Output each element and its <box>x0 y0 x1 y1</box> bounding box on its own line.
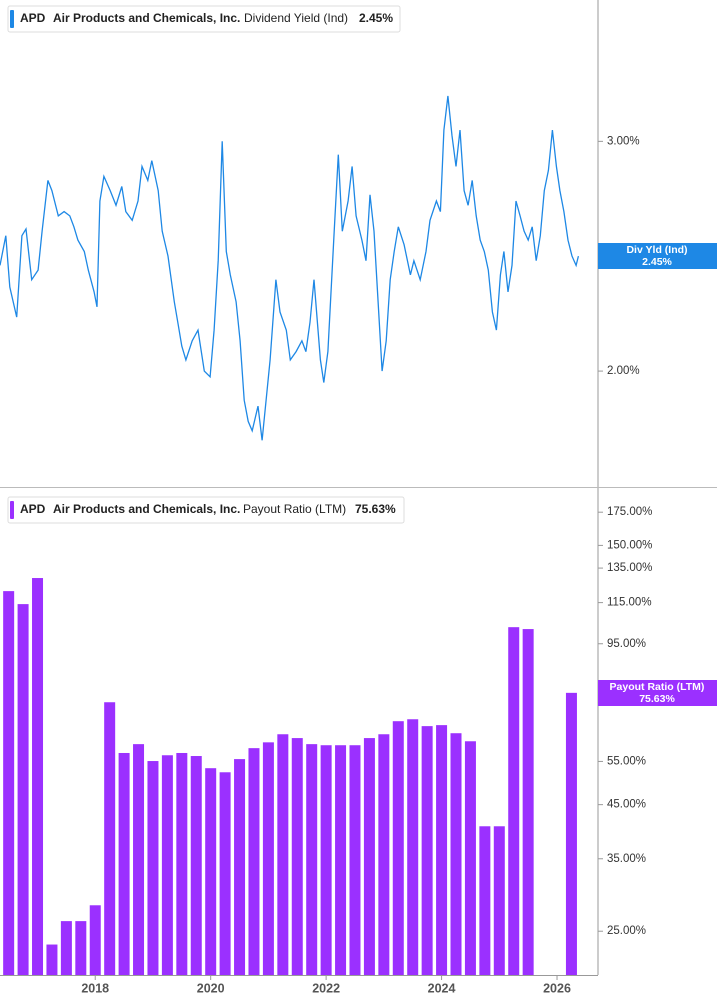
bar <box>176 752 188 975</box>
bar <box>118 752 130 975</box>
y-tick-label: 150.00% <box>607 539 652 551</box>
y-tick-label: 45.00% <box>607 799 646 811</box>
y-tick-label: 55.00% <box>607 755 646 767</box>
value-flag <box>598 680 717 706</box>
x-tick-label: 2018 <box>81 981 109 995</box>
bar <box>378 734 390 975</box>
bar <box>234 759 246 975</box>
flag-value: 2.45% <box>642 256 672 268</box>
flag-value: 75.63% <box>639 693 675 705</box>
y-tick-label: 25.00% <box>607 925 646 937</box>
legend-ticker: APD <box>20 502 46 516</box>
bar <box>161 755 173 975</box>
bar <box>421 726 433 975</box>
value-flag <box>598 243 717 269</box>
y-tick-label: 35.00% <box>607 853 646 865</box>
legend-box <box>7 5 401 33</box>
y-tick-label: 95.00% <box>607 638 646 650</box>
legend-value: 2.45% <box>359 11 393 25</box>
bar <box>104 702 116 975</box>
flag-label: Payout Ratio (LTM) <box>610 681 705 693</box>
legend-company: Air Products and Chemicals, Inc. <box>53 11 240 25</box>
bar <box>450 733 462 975</box>
x-tick-label: 2022 <box>312 981 340 995</box>
bar <box>522 629 534 975</box>
bar <box>32 578 44 975</box>
bar <box>248 748 260 975</box>
bar <box>89 905 101 975</box>
bar <box>306 744 318 975</box>
legend-metric: Payout Ratio (LTM) <box>243 502 346 516</box>
y-tick-label: 2.00% <box>607 365 640 377</box>
bar <box>508 627 520 975</box>
bar <box>349 745 361 975</box>
bar <box>75 921 87 975</box>
y-tick-label: 3.00% <box>607 135 640 147</box>
x-tick-label: 2024 <box>428 981 456 995</box>
legend-box <box>7 496 405 524</box>
legend-company: Air Products and Chemicals, Inc. <box>53 502 240 516</box>
y-tick-label: 115.00% <box>607 597 652 609</box>
bar <box>277 734 289 975</box>
bar <box>133 744 145 975</box>
line <box>0 95 580 441</box>
flag-label: Div Yld (Ind) <box>626 244 687 256</box>
bar <box>392 721 404 975</box>
bar <box>464 741 476 975</box>
bar <box>219 772 231 975</box>
bar <box>493 826 505 975</box>
bar <box>320 745 332 975</box>
legend-value: 75.63% <box>355 502 396 516</box>
bar <box>407 719 419 975</box>
bar <box>291 738 303 975</box>
legend-swatch <box>10 10 14 28</box>
bar <box>60 921 72 975</box>
legend-ticker: APD <box>20 11 46 25</box>
bar <box>147 761 159 975</box>
bar <box>190 756 202 975</box>
x-tick-label: 2020 <box>197 981 225 995</box>
bar <box>363 738 375 975</box>
x-tick-label: 2026 <box>543 981 571 995</box>
bar <box>205 768 217 975</box>
bar <box>436 725 448 975</box>
y-tick-label: 175.00% <box>607 506 652 518</box>
bar <box>46 944 58 975</box>
bar <box>262 742 274 975</box>
bar <box>3 591 15 975</box>
y-tick-label: 135.00% <box>607 562 652 574</box>
bar <box>17 604 29 975</box>
legend-swatch <box>10 501 14 519</box>
bar <box>335 745 347 975</box>
bar <box>565 692 577 975</box>
legend-metric: Dividend Yield (Ind) <box>244 11 348 25</box>
bar <box>479 826 491 975</box>
